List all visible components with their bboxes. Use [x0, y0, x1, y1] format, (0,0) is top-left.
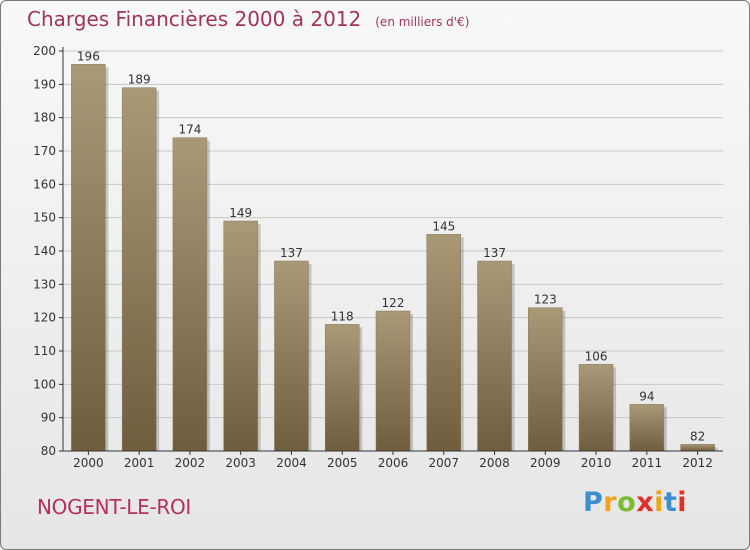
y-tick-label: 90 [41, 411, 56, 425]
value-label: 174 [178, 123, 201, 137]
bar-2011[interactable] [629, 404, 665, 452]
bar-2005[interactable] [324, 324, 360, 452]
x-tick-label: 2004 [276, 456, 307, 470]
y-tick-label: 120 [33, 311, 56, 325]
value-label: 196 [77, 49, 100, 63]
y-tick-label: 170 [33, 144, 56, 158]
bar-2001[interactable] [121, 87, 157, 452]
y-tick-label: 180 [33, 111, 56, 125]
x-tick-label: 2007 [428, 456, 459, 470]
labels: 80 90 100 110 120 130 140 150 160 170 180 190 200 196… [33, 44, 713, 470]
value-label: 137 [280, 246, 303, 260]
bar-2006[interactable] [375, 310, 411, 452]
x-tick-label: 2006 [378, 456, 409, 470]
logo-letter: t [663, 487, 678, 518]
bar-2003[interactable] [223, 220, 258, 452]
logo-letter: o [617, 487, 637, 518]
x-tick-label: 2008 [479, 456, 510, 470]
value-label: 123 [534, 293, 557, 307]
x-tick-label: 2003 [225, 456, 256, 470]
logo-letter: P [583, 487, 604, 518]
x-tick-label: 2012 [682, 456, 713, 470]
y-tick-label: 140 [33, 244, 56, 258]
bars [71, 64, 718, 452]
value-label: 82 [690, 429, 705, 443]
x-tick-label: 2005 [327, 456, 358, 470]
bar-2002[interactable] [172, 137, 208, 452]
y-tick-label: 80 [41, 444, 56, 458]
value-label: 94 [639, 389, 654, 403]
bar-2012[interactable] [680, 444, 715, 452]
y-tick-label: 190 [33, 77, 56, 91]
logo-letter: x [636, 487, 655, 518]
chart-title-text: Charges Financières 2000 à 2012 [27, 7, 362, 31]
value-label: 122 [382, 296, 405, 310]
y-tick-label: 150 [33, 211, 56, 225]
logo-letter: i [677, 487, 688, 518]
chart-subtitle: (en milliers d'€) [375, 15, 470, 29]
bar-2010[interactable] [578, 364, 614, 452]
chart-title: Charges Financières 2000 à 2012 (en milli… [27, 7, 469, 31]
value-label: 149 [229, 206, 252, 220]
bar-2008[interactable] [477, 260, 512, 452]
x-tick-label: 2000 [73, 456, 104, 470]
value-label: 106 [585, 349, 608, 363]
bar-2000[interactable] [71, 64, 106, 452]
value-label: 145 [432, 219, 455, 233]
y-tick-label: 160 [33, 177, 56, 191]
x-tick-label: 2001 [124, 456, 155, 470]
x-tick-label: 2011 [632, 456, 663, 470]
bar-2009[interactable] [528, 307, 563, 452]
logo-letter: i [654, 487, 664, 518]
value-label: 189 [128, 73, 151, 87]
y-tick-label: 130 [33, 277, 56, 291]
y-tick-label: 110 [33, 344, 56, 358]
value-label: 137 [483, 246, 506, 260]
x-tick-label: 2010 [581, 456, 612, 470]
bar-2007[interactable] [426, 234, 462, 452]
y-tick-label: 100 [33, 377, 56, 391]
town-name: NOGENT-LE-ROI [37, 495, 192, 519]
y-tick-label: 200 [33, 44, 56, 58]
axes [59, 47, 723, 455]
x-tick-label: 2002 [175, 456, 206, 470]
bar-2004[interactable] [274, 260, 309, 452]
logo-letter: r [603, 487, 618, 518]
x-tick-label: 2009 [530, 456, 561, 470]
proxiti-logo[interactable]: Proxiti [583, 487, 687, 518]
value-label: 118 [331, 309, 354, 323]
